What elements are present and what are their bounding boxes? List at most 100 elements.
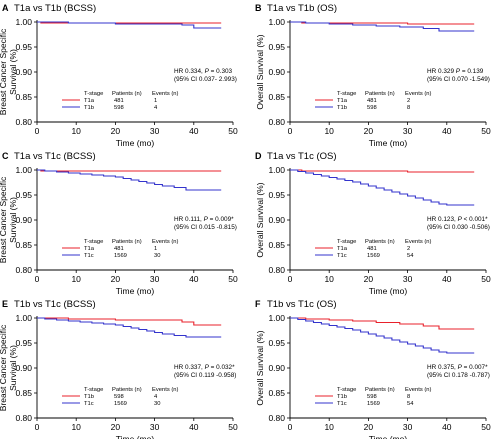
- legend-patients: 1569: [367, 253, 380, 259]
- legend-series-name: T1c: [84, 401, 94, 407]
- panel-e-title: T1b vs T1c (BCSS): [14, 299, 96, 310]
- y-tick-label: 0.95: [15, 42, 32, 52]
- panel-e: E T1b vs T1c (BCSS) 0.80 0.85 0.90 0.95 1.00 0 1…: [0, 299, 238, 439]
- legend-header: Events (n): [405, 239, 431, 245]
- km-curve-t1c: [37, 317, 222, 338]
- y-tick-label: 1.00: [268, 165, 285, 175]
- legend-events: 4: [154, 394, 158, 400]
- x-tick-label: 40: [189, 126, 199, 136]
- x-tick-label: 50: [481, 422, 491, 432]
- x-axis-label: Time (mo): [369, 286, 408, 296]
- y-tick-label: 0.80: [268, 265, 285, 275]
- y-tick-label: 0.85: [268, 388, 285, 398]
- hr-value: HR 0.329: [427, 68, 456, 75]
- legend-series-name: T1b: [84, 105, 94, 111]
- panel-a: A T1a vs T1b (BCSS) 0.80 0.85 0.90 0.95 1.00 0 1…: [0, 3, 238, 148]
- y-tick-label: 0.95: [15, 190, 32, 200]
- km-curve-t1a: [290, 169, 475, 173]
- x-tick-label: 10: [324, 274, 334, 284]
- y-tick-label: 1.00: [268, 17, 285, 27]
- p-value: = 0.032*: [209, 364, 235, 371]
- panel-d: D T1a vs T1c (OS) 0.80 0.85 0.90 0.95 1.00 0 10 2…: [255, 151, 491, 296]
- legend-header: Events (n): [405, 387, 431, 393]
- legend-patients: 481: [114, 246, 124, 252]
- y-tick-label: 1.00: [15, 313, 32, 323]
- legend-patients: 598: [114, 394, 124, 400]
- legend-header: Patients (n): [112, 239, 142, 245]
- ci-text: (95% CI 0.178 -0.787): [427, 372, 490, 379]
- y-axis-label: Overall Survival (%): [255, 330, 265, 405]
- ci-text: (95% CI 0.070 -1.549): [427, 76, 490, 83]
- y-tick-label: 0.85: [15, 240, 32, 250]
- x-tick-label: 10: [324, 422, 334, 432]
- km-curve-t1c: [37, 169, 222, 191]
- panel-b: B T1a vs T1b (OS) 0.80 0.85 0.90 0.95 1.00 0 10 2…: [255, 3, 491, 148]
- x-tick-label: 30: [403, 126, 413, 136]
- x-tick-label: 30: [150, 126, 160, 136]
- p-label: P: [205, 68, 210, 75]
- panel-f-title: T1b vs T1c (OS): [267, 299, 337, 310]
- legend-series-name: T1c: [84, 253, 94, 259]
- y-axis-label: Survival (%): [8, 49, 18, 95]
- panel-e-letter: E: [2, 299, 8, 309]
- km-curve-t1b: [37, 317, 222, 326]
- legend-series-name: T1a: [84, 98, 95, 104]
- y-tick-label: 0.80: [15, 265, 32, 275]
- legend-series-name: T1c: [337, 401, 347, 407]
- p-label: P: [458, 216, 463, 223]
- legend-header: T-stage: [337, 91, 356, 97]
- x-tick-label: 0: [288, 274, 293, 284]
- km-curve-t1b: [290, 317, 475, 330]
- legend-header: T-stage: [337, 387, 356, 393]
- legend-events: 54: [407, 253, 414, 259]
- y-tick-label: 0.80: [15, 413, 32, 423]
- y-tick-label: 0.80: [15, 117, 32, 127]
- y-tick-label: 0.95: [268, 338, 285, 348]
- legend-series-name: T1b: [84, 394, 94, 400]
- legend-events: 8: [407, 105, 410, 111]
- hr-value: HR 0.111,: [174, 216, 204, 223]
- panel-c-letter: C: [2, 151, 9, 161]
- legend-patients: 481: [114, 98, 124, 104]
- y-tick-label: 1.00: [15, 165, 32, 175]
- km-curve-t1b: [290, 21, 475, 32]
- y-axis-label: Overall Survival (%): [255, 34, 265, 109]
- legend-patients: 598: [114, 105, 124, 111]
- x-tick-label: 40: [189, 274, 199, 284]
- legend-header: Patients (n): [365, 239, 395, 245]
- hr-value: HR 0.337,: [174, 364, 205, 371]
- y-tick-label: 0.95: [268, 190, 285, 200]
- y-tick-label: 0.85: [15, 92, 32, 102]
- legend-events: 54: [407, 401, 414, 407]
- legend-series-name: T1b: [337, 105, 347, 111]
- legend-header: Patients (n): [365, 387, 395, 393]
- y-tick-label: 0.80: [268, 117, 285, 127]
- legend-events: 30: [154, 253, 160, 259]
- hr-text: HR 0.334, P = 0.303: [174, 68, 233, 75]
- x-tick-label: 50: [228, 422, 238, 432]
- p-value: = 0.007*: [462, 364, 488, 371]
- x-tick-label: 0: [35, 274, 40, 284]
- x-tick-label: 40: [189, 422, 199, 432]
- panel-b-letter: B: [255, 3, 262, 13]
- x-tick-label: 0: [35, 126, 40, 136]
- y-axis-label: Survival (%): [8, 197, 18, 243]
- x-tick-label: 0: [288, 126, 293, 136]
- hr-text: HR 0.111, P = 0.009*: [174, 216, 234, 223]
- x-tick-label: 20: [364, 274, 374, 284]
- p-label: P: [205, 364, 210, 371]
- y-tick-label: 0.85: [15, 388, 32, 398]
- x-tick-label: 50: [228, 126, 238, 136]
- legend-events: 1: [154, 98, 157, 104]
- x-tick-label: 30: [403, 274, 413, 284]
- legend-series-name: T1c: [337, 253, 347, 259]
- x-axis-label: Time (mo): [116, 286, 155, 296]
- legend-header: Patients (n): [112, 387, 142, 393]
- panel-a-letter: A: [2, 3, 9, 13]
- x-tick-label: 40: [442, 126, 452, 136]
- y-axis-label: Overall Survival (%): [255, 182, 265, 257]
- x-tick-label: 50: [228, 274, 238, 284]
- legend-series-name: T1a: [337, 246, 348, 252]
- x-tick-label: 20: [364, 126, 374, 136]
